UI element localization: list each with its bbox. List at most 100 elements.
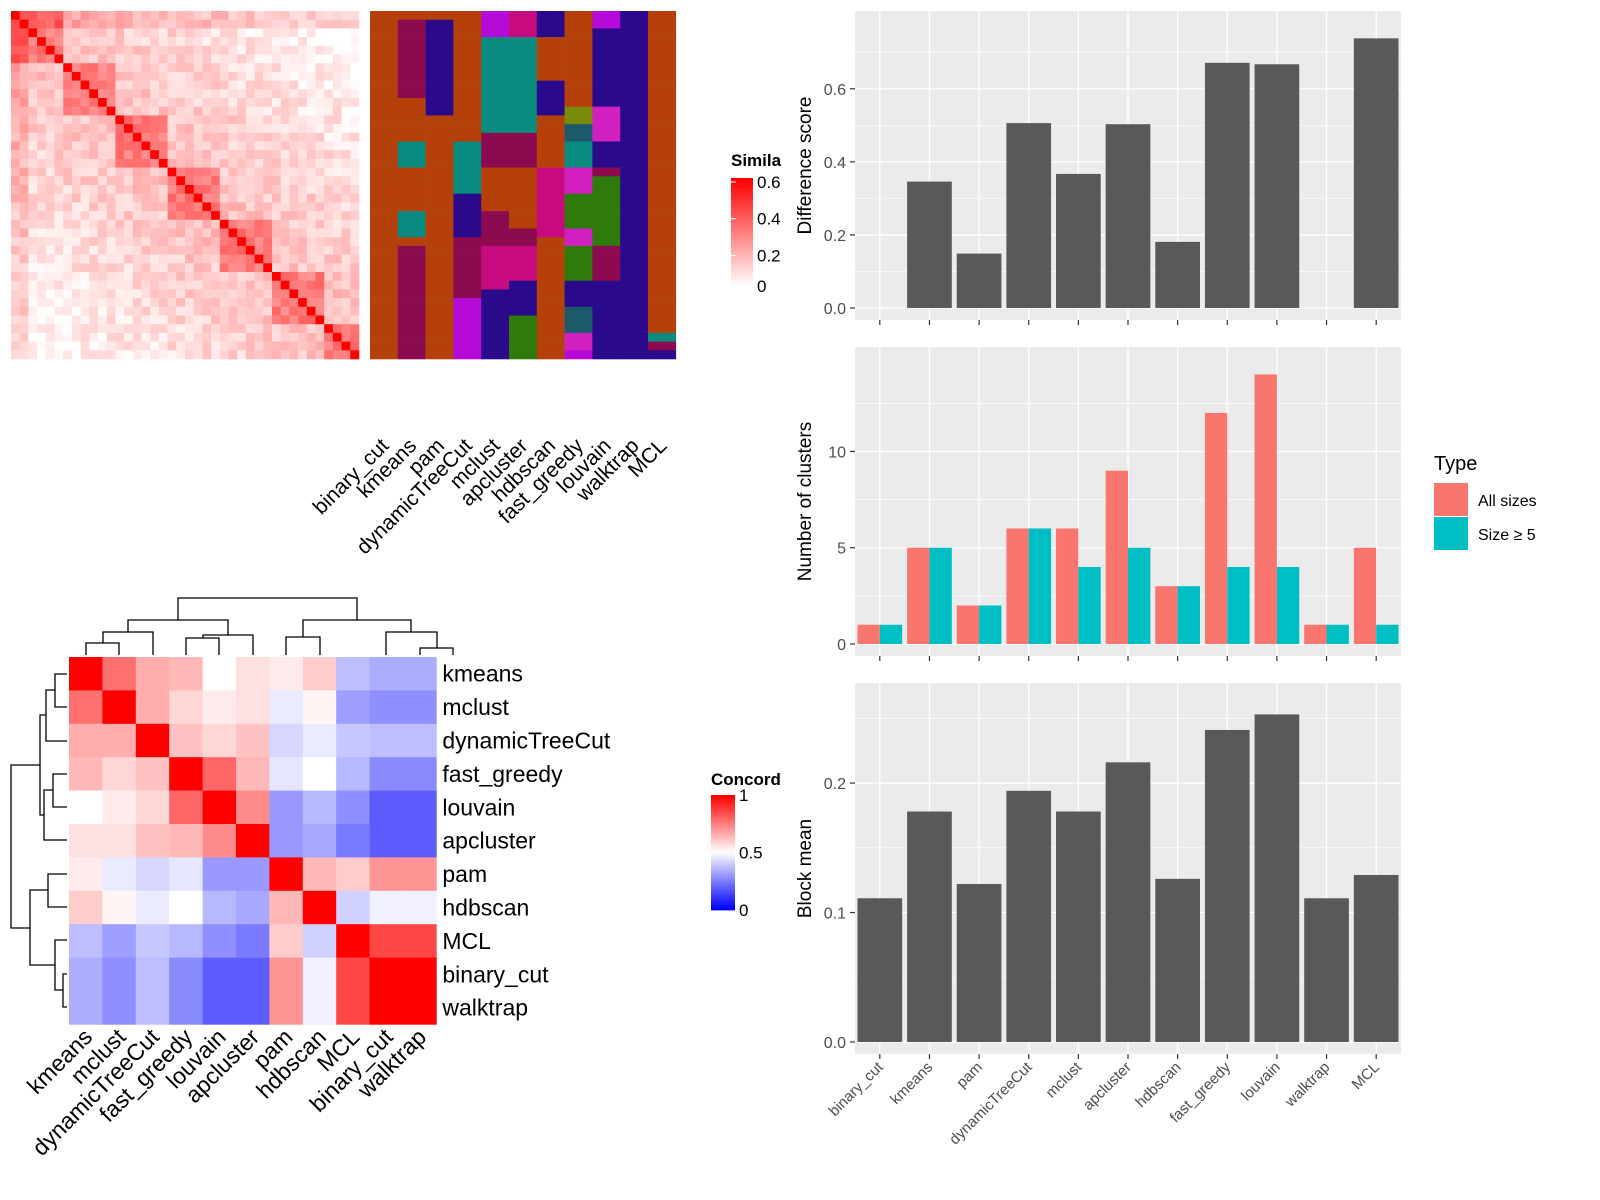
annotation-cell-1	[397, 63, 426, 73]
similarity-cell	[298, 150, 308, 160]
similarity-cell	[80, 176, 90, 186]
concordance-cell	[202, 690, 237, 725]
similarity-cell	[298, 98, 308, 107]
similarity-cell	[219, 306, 229, 316]
similarity-cell	[219, 28, 229, 38]
similarity-cell	[54, 254, 64, 264]
concordance-legend-swatch	[711, 877, 735, 881]
similarity-cell	[37, 89, 47, 99]
similarity-cell	[141, 219, 151, 229]
similarity-cell	[272, 124, 281, 134]
similarity-cell	[350, 176, 360, 186]
similarity-cell	[315, 28, 325, 38]
annotation-cell-8	[592, 332, 621, 342]
similarity-cell	[167, 89, 177, 99]
similarity-cell	[124, 193, 134, 203]
annotation-cell-5	[509, 54, 538, 64]
similarity-cell	[263, 158, 273, 168]
similarity-cell	[350, 315, 360, 325]
similarity-cell	[54, 298, 64, 308]
annotation-cell-0	[370, 202, 399, 212]
annotation-cell-2	[425, 11, 454, 20]
similarity-cell	[289, 132, 299, 142]
similarity-cell	[237, 80, 247, 90]
similarity-cell	[28, 54, 38, 64]
similarity-cell	[298, 211, 308, 221]
similarity-cell	[167, 350, 177, 360]
similarity-legend-tick-label: 0	[757, 277, 766, 296]
annotation-cell-2	[425, 254, 454, 264]
similarity-cell	[280, 289, 290, 299]
similarity-cell	[289, 245, 299, 255]
similarity-cell	[45, 202, 55, 212]
similarity-cell	[350, 98, 360, 107]
similarity-cell	[167, 341, 177, 351]
similarity-cell	[228, 176, 238, 186]
similarity-cell	[115, 45, 125, 55]
similarity-cell	[176, 315, 186, 325]
annotation-cell-10	[648, 54, 677, 64]
similarity-cell	[124, 167, 134, 177]
bar-all-sizes	[1056, 528, 1079, 644]
annotation-cell-9	[620, 341, 649, 351]
annotation-cell-8	[592, 185, 621, 194]
annotation-cell-2	[425, 19, 454, 29]
similarity-cell	[185, 45, 194, 55]
similarity-cell	[324, 45, 334, 55]
annotation-cell-8	[592, 132, 621, 142]
similarity-legend-swatch	[731, 194, 753, 198]
annotation-cell-1	[397, 176, 426, 186]
similarity-cell	[89, 11, 99, 20]
similarity-cell	[211, 298, 221, 308]
similarity-cell	[272, 158, 281, 168]
similarity-cell	[89, 202, 99, 212]
similarity-cell	[132, 237, 142, 247]
similarity-cell	[11, 71, 20, 81]
similarity-cell	[80, 263, 90, 273]
annotation-cell-2	[425, 54, 454, 64]
similarity-cell	[202, 219, 212, 229]
annotation-cell-6	[536, 115, 565, 125]
concordance-cell	[102, 690, 137, 725]
annotation-cell-3	[453, 211, 482, 221]
similarity-cell	[150, 350, 160, 360]
similarity-cell	[71, 150, 81, 160]
annotation-cell-10	[648, 106, 677, 116]
similarity-cell	[315, 341, 325, 351]
similarity-cell	[71, 306, 81, 316]
similarity-cell	[228, 37, 238, 47]
similarity-cell	[245, 28, 255, 38]
similarity-cell	[63, 272, 73, 281]
annotation-cell-3	[453, 63, 482, 73]
similarity-cell	[237, 28, 247, 38]
similarity-cell	[80, 202, 90, 212]
similarity-cell	[167, 263, 177, 273]
annotation-cell-9	[620, 141, 649, 151]
similarity-cell	[245, 263, 255, 273]
similarity-cell	[341, 324, 351, 334]
similarity-cell	[280, 124, 290, 134]
similarity-cell	[350, 54, 360, 64]
similarity-cell	[289, 280, 299, 290]
concordance-cell	[69, 991, 103, 1025]
similarity-cell	[341, 263, 351, 273]
annotation-cell-8	[592, 219, 621, 229]
similarity-cell	[11, 332, 20, 342]
annotation-cell-2	[425, 332, 454, 342]
similarity-cell	[28, 63, 38, 73]
annotation-cell-8	[592, 19, 621, 29]
similarity-cell	[132, 63, 142, 73]
similarity-cell	[124, 80, 134, 90]
similarity-cell	[237, 219, 247, 229]
similarity-cell	[176, 350, 186, 360]
annotation-cell-6	[536, 71, 565, 81]
similarity-legend-tick-label: 0.4	[757, 210, 781, 229]
annotation-cell-6	[536, 219, 565, 229]
similarity-cell	[89, 37, 99, 47]
similarity-cell	[167, 272, 177, 281]
annotation-cell-2	[425, 150, 454, 160]
concordance-legend-swatch	[711, 834, 735, 837]
annotation-cell-9	[620, 324, 649, 334]
similarity-cell	[185, 202, 194, 212]
annotation-cell-2	[425, 158, 454, 168]
